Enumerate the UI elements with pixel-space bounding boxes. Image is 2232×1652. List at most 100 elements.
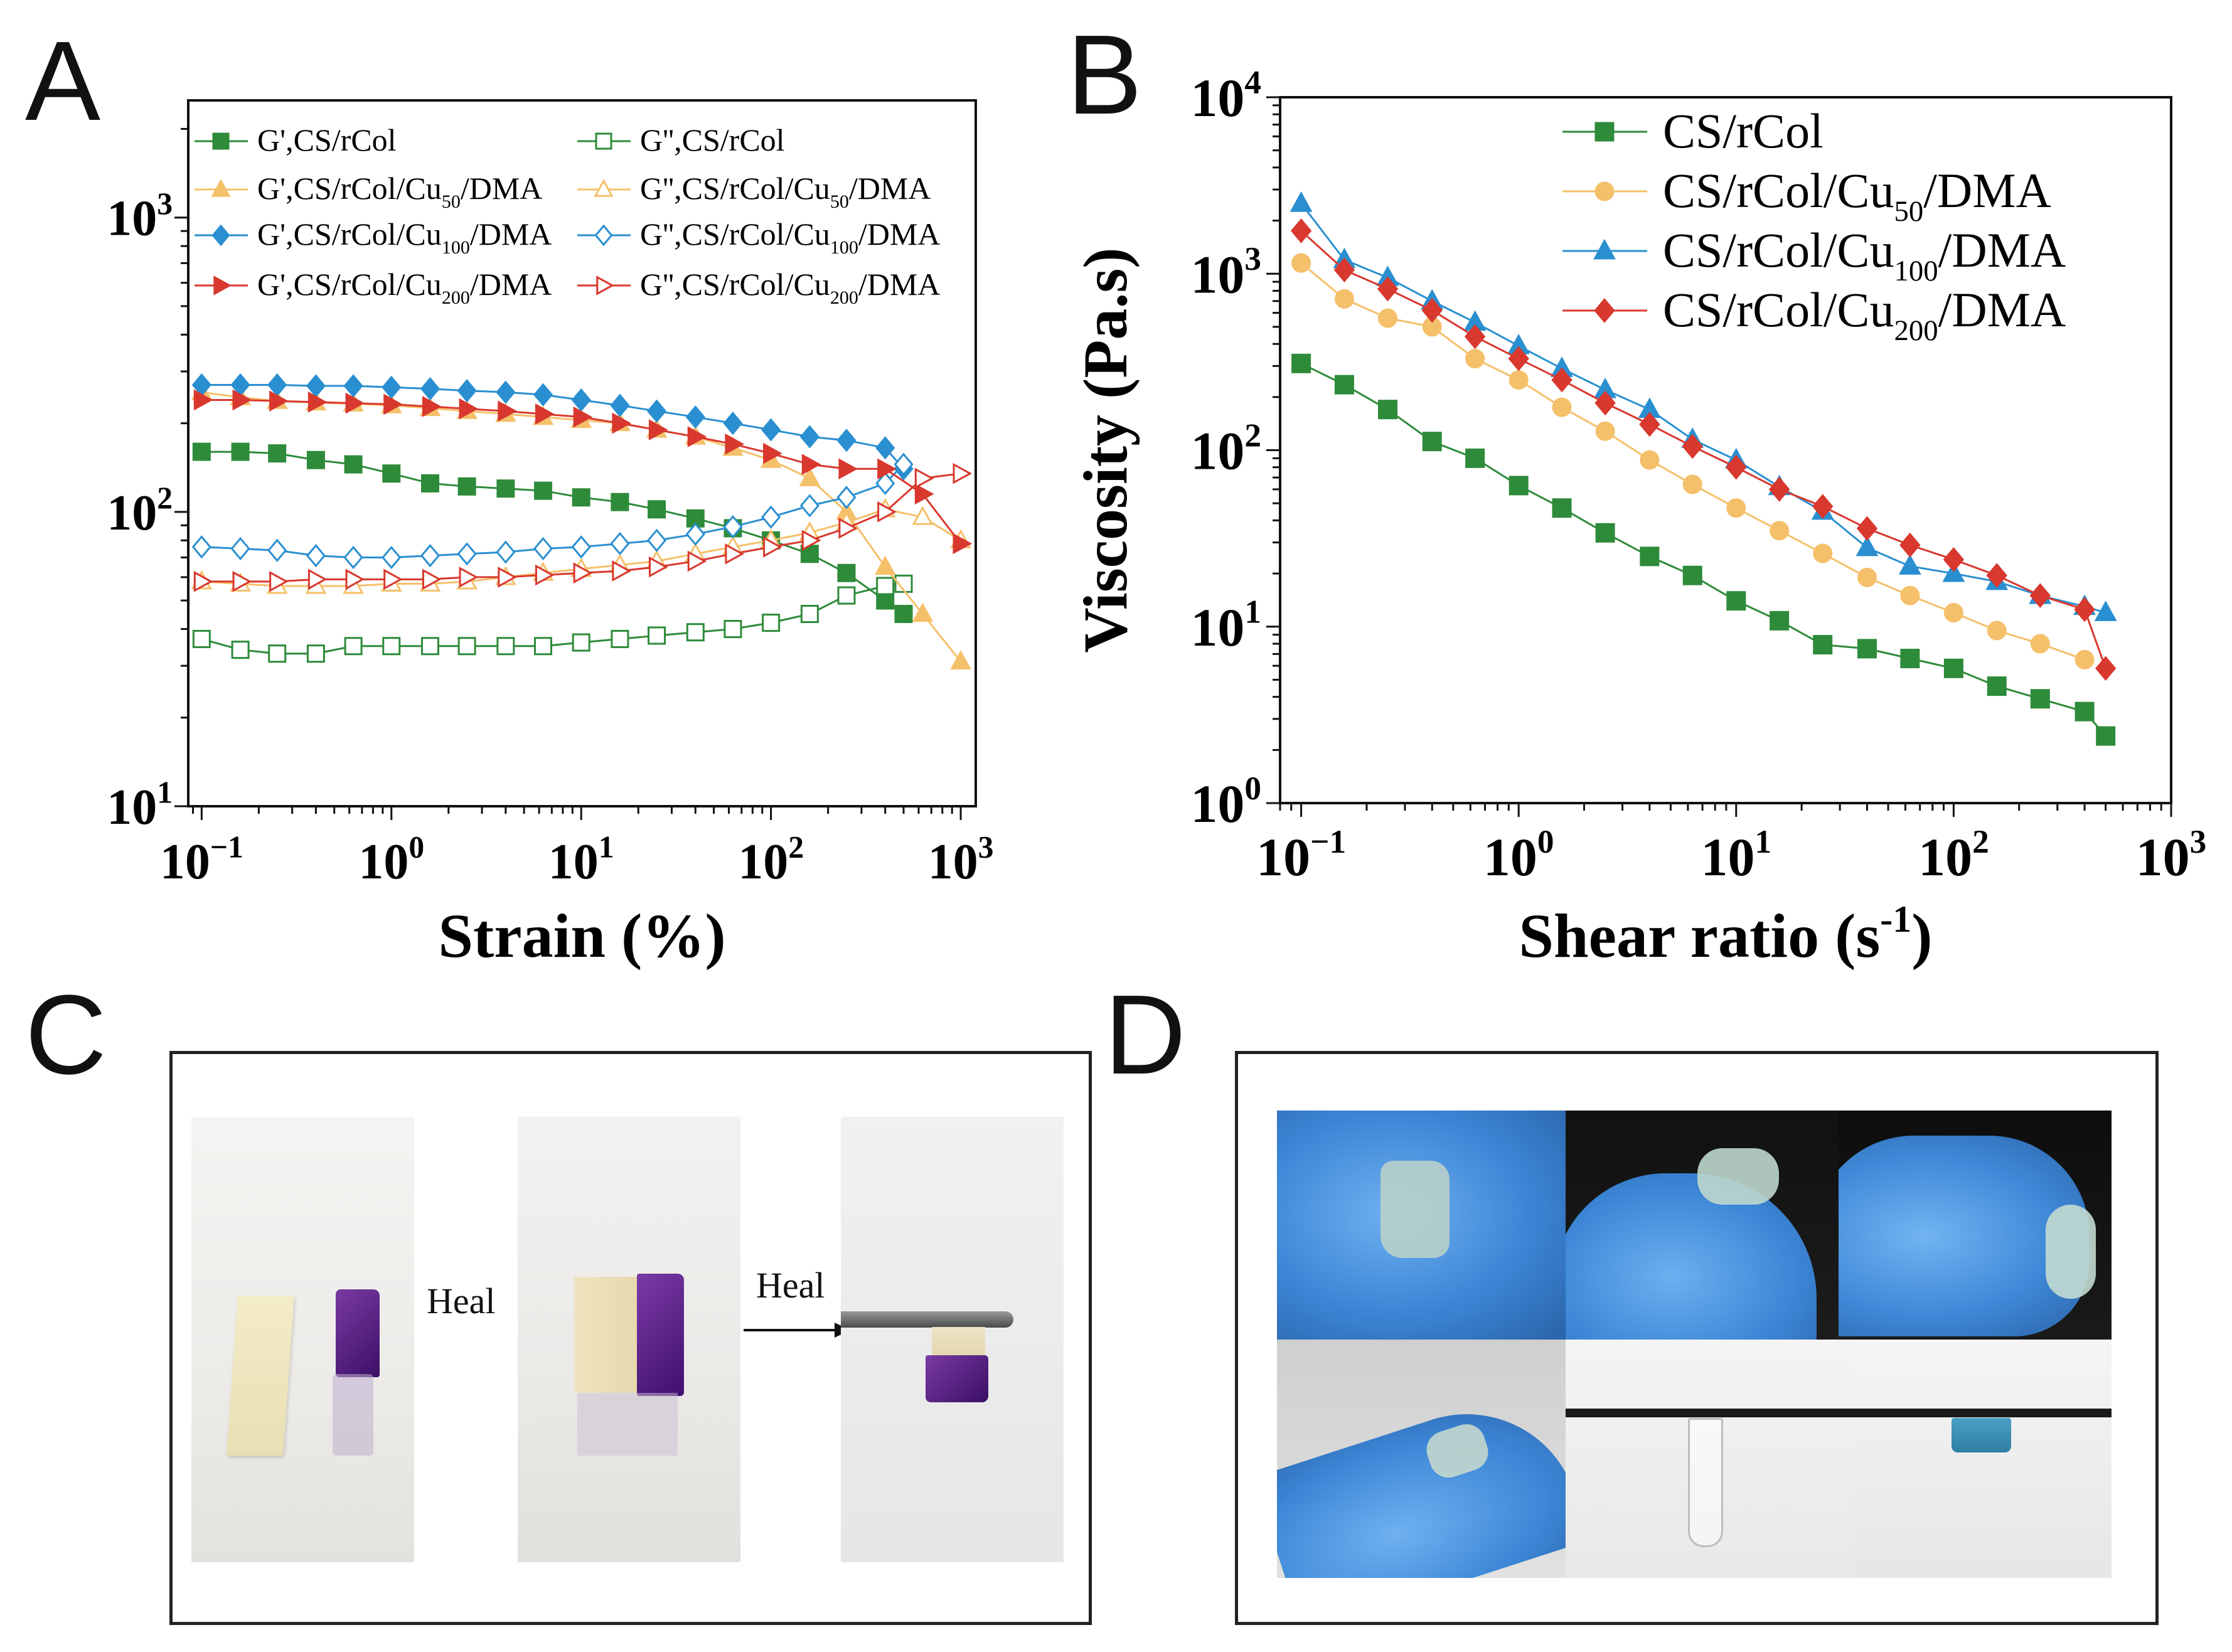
- data-point: [914, 483, 934, 505]
- data-point: [610, 531, 630, 556]
- data-point: [1333, 257, 1355, 283]
- legend-marker: [595, 132, 612, 150]
- data-point: [953, 533, 973, 555]
- data-point: [914, 467, 934, 489]
- data-point: [1552, 498, 1572, 518]
- data-point: [421, 637, 440, 656]
- data-point: [1551, 367, 1573, 393]
- data-point: [648, 419, 668, 440]
- data-point: [1986, 563, 2007, 589]
- data-point: [1421, 297, 1443, 323]
- data-point: [1813, 635, 1833, 655]
- data-point: [1291, 353, 1311, 373]
- panel-letter-c: C: [25, 972, 107, 1098]
- data-point: [573, 406, 593, 428]
- gel-lifted-plain: [932, 1327, 985, 1358]
- data-point: [648, 500, 666, 519]
- data-point: [343, 374, 363, 398]
- data-point: [894, 605, 913, 624]
- legend-label: CS/rCol/Cu200/DMA: [1663, 282, 2066, 347]
- data-point: [2029, 583, 2051, 609]
- data-point: [723, 412, 743, 435]
- data-point: [192, 442, 211, 461]
- data-point: [1464, 324, 1486, 349]
- data-point: [344, 637, 363, 656]
- data-point: [420, 377, 441, 401]
- legend-label: G'',CS/rCol/Cu50/DMA: [640, 171, 931, 212]
- data-point: [498, 400, 517, 422]
- data-point: [799, 494, 820, 518]
- legend-label: CS/rCol: [1663, 104, 1824, 158]
- data-point: [1813, 543, 1833, 563]
- data-point: [761, 418, 781, 442]
- data-point: [1726, 498, 1746, 518]
- data-point: [268, 644, 287, 663]
- data-point: [762, 614, 781, 632]
- data-point: [875, 436, 895, 460]
- data-point: [877, 458, 897, 480]
- data-point: [612, 412, 631, 434]
- data-point: [534, 481, 553, 500]
- legend-label: CS/rCol/Cu50/DMA: [1663, 163, 2051, 228]
- data-point: [2096, 726, 2116, 746]
- data-point: [2074, 597, 2095, 622]
- series-G',CS/rCol/Cu200/DMA: [193, 389, 973, 555]
- panel-d-frame: [1235, 1051, 2159, 1625]
- x-tick-label: 102: [738, 829, 804, 890]
- data-point: [1987, 621, 2007, 641]
- data-point: [192, 629, 211, 648]
- panel-letter-d: D: [1104, 972, 1186, 1098]
- data-point: [534, 637, 553, 656]
- series-CS/rCol/Cu50/DMA: [1291, 253, 2095, 669]
- series-line: [201, 582, 904, 655]
- data-point: [193, 389, 213, 411]
- data-point: [894, 452, 914, 476]
- y-tick-label: 104: [1190, 63, 1261, 128]
- panel-letter-b: B: [1067, 12, 1143, 138]
- data-point: [232, 389, 252, 411]
- data-point: [875, 471, 895, 495]
- legend-marker: [1594, 298, 1615, 323]
- data-point: [1898, 554, 1921, 575]
- y-tick-label: 103: [107, 186, 173, 247]
- glove-point: [1277, 1385, 1566, 1578]
- data-point: [1943, 602, 1963, 622]
- data-point: [801, 530, 821, 552]
- data-point: [1595, 523, 1615, 543]
- legend-label: G',CS/rCol: [257, 122, 397, 157]
- data-point: [1857, 567, 1877, 587]
- legend-marker: [213, 275, 232, 296]
- photo-d-glove-flat: [1277, 1111, 1566, 1340]
- data-point: [457, 637, 476, 656]
- data-point: [573, 562, 593, 584]
- y-tick-label: 100: [1190, 769, 1261, 834]
- data-point: [535, 403, 555, 425]
- legend-label: G',CS/rCol/Cu50/DMA: [257, 171, 542, 212]
- data-point: [533, 383, 553, 407]
- data-point: [496, 540, 516, 564]
- data-point: [1594, 390, 1616, 416]
- data-point: [383, 393, 403, 415]
- data-point: [725, 433, 745, 455]
- data-point: [799, 467, 821, 486]
- x-tick-label: 103: [2136, 823, 2207, 887]
- data-point: [1290, 191, 1313, 212]
- data-point: [343, 545, 363, 570]
- data-point: [344, 455, 363, 474]
- data-point: [912, 602, 934, 622]
- data-point: [535, 564, 555, 586]
- data-point: [267, 538, 287, 562]
- legend-marker: [1593, 238, 1616, 260]
- x-tick-label: 101: [548, 829, 614, 890]
- data-point: [306, 644, 325, 663]
- data-point: [1378, 400, 1398, 420]
- data-point: [801, 454, 821, 475]
- data-point: [1290, 218, 1312, 243]
- data-point: [1378, 308, 1398, 328]
- gel-lifted-purple: [926, 1355, 988, 1402]
- photo-c-joined: [518, 1117, 740, 1562]
- data-point: [1595, 421, 1615, 441]
- data-point: [422, 568, 442, 590]
- panel-letter-a: A: [25, 18, 101, 144]
- data-point: [1900, 585, 1920, 605]
